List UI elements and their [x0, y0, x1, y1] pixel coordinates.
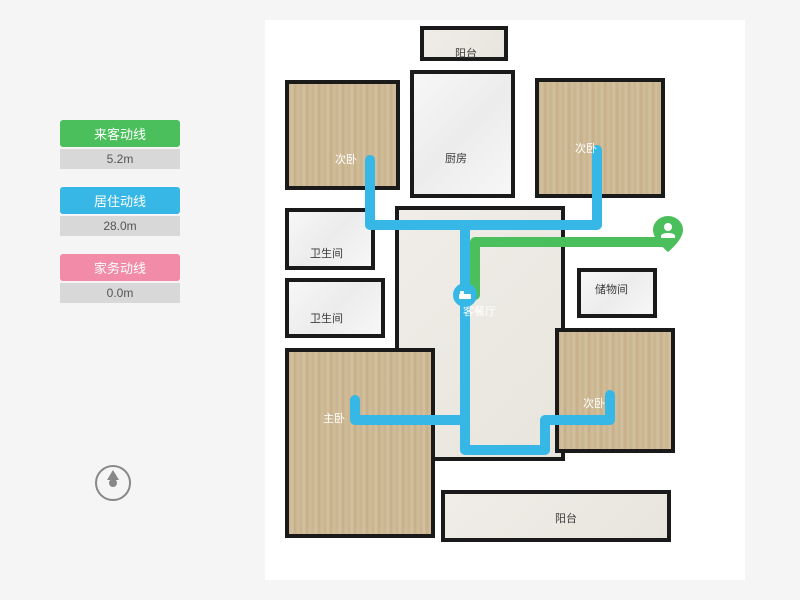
resident-flow-path-2	[513, 150, 597, 225]
legend-value: 28.0m	[60, 216, 180, 236]
room-label: 次卧	[583, 395, 605, 411]
living-badge-icon	[453, 283, 477, 307]
room-label: 次卧	[575, 140, 597, 156]
legend-label: 居住动线	[60, 187, 180, 214]
room-label: 厨房	[445, 150, 467, 166]
guest-flow-path	[475, 242, 669, 295]
compass-icon	[95, 465, 131, 501]
floorplan: 阳台次卧厨房次卧卫生间卫生间储物间客餐厅次卧主卧阳台	[265, 20, 745, 580]
legend-item-chores: 家务动线 0.0m	[60, 254, 180, 303]
room-label: 卫生间	[310, 245, 343, 261]
legend-panel: 来客动线 5.2m 居住动线 28.0m 家务动线 0.0m	[60, 120, 180, 321]
room-label: 次卧	[335, 151, 357, 167]
room-label: 卫生间	[310, 310, 343, 326]
legend-label: 来客动线	[60, 120, 180, 147]
room-label: 阳台	[555, 510, 577, 526]
resident-flow-path-1	[370, 160, 465, 225]
legend-label: 家务动线	[60, 254, 180, 281]
legend-item-resident: 居住动线 28.0m	[60, 187, 180, 236]
entry-marker-icon	[653, 216, 683, 252]
room-label: 阳台	[455, 45, 477, 61]
resident-flow-path-3	[355, 295, 465, 420]
room-label: 主卧	[323, 410, 345, 426]
legend-value: 5.2m	[60, 149, 180, 169]
room-label: 储物间	[595, 281, 628, 297]
flow-overlay	[265, 20, 745, 580]
legend-item-guest: 来客动线 5.2m	[60, 120, 180, 169]
legend-value: 0.0m	[60, 283, 180, 303]
